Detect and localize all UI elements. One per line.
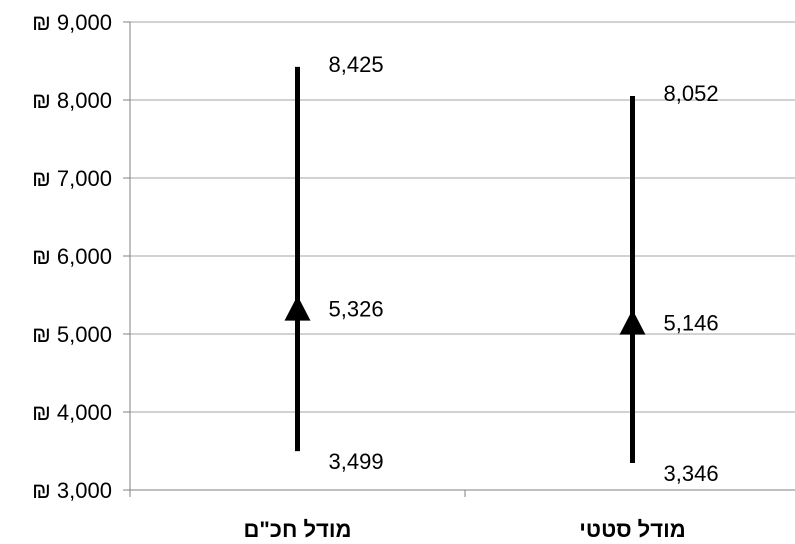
y-tick-label: ₪ 4,000 [32,400,112,425]
y-tick-label: ₪ 5,000 [32,322,112,347]
category-labels: מודל חכ"ם מודל סטטי [244,517,686,542]
gridlines [130,21,795,413]
mid-marker [619,309,646,335]
high-label: 8,052 [664,81,719,106]
y-tick-label: ₪ 9,000 [32,10,112,35]
y-tick-labels: ₪ 3,000 ₪ 4,000 ₪ 5,000 ₪ 6,000 ₪ 7,000 ₪ 8,0… [32,10,112,503]
mid-marker [284,295,311,321]
category-label: מודל חכ"ם [244,517,352,542]
y-tick-label: ₪ 8,000 [32,88,112,113]
mid-label: 5,146 [664,311,719,336]
low-label: 3,499 [329,449,384,474]
y-tick-label: ₪ 6,000 [32,244,112,269]
series [284,66,646,464]
low-label: 3,346 [664,461,719,486]
axes [123,21,795,497]
y-tick-label: ₪ 3,000 [32,478,112,503]
category-label: מודל סטטי [579,517,685,542]
mid-label: 5,326 [329,297,384,322]
data-labels: 8,425 5,326 3,499 8,052 5,146 3,346 [329,52,719,486]
high-label: 8,425 [329,52,384,77]
y-tick-label: ₪ 7,000 [32,166,112,191]
